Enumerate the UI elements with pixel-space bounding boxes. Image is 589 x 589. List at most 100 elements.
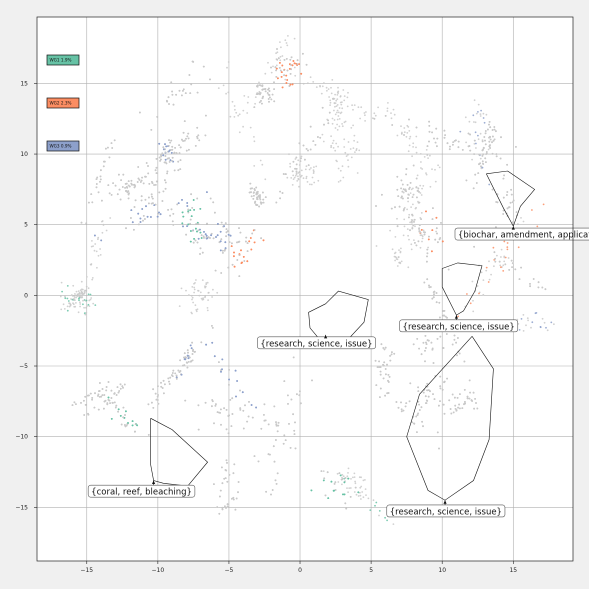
embedding-point	[398, 249, 400, 252]
embedding-point	[392, 523, 395, 525]
embedding-point	[340, 103, 343, 106]
embedding-point	[196, 135, 199, 138]
embedding-point	[124, 425, 127, 428]
embedding-point	[383, 361, 386, 364]
embedding-point	[406, 228, 409, 231]
embedding-point	[420, 161, 422, 163]
embedding-point	[148, 183, 151, 185]
embedding-point	[434, 141, 437, 144]
embedding-point	[401, 195, 403, 198]
embedding-point	[464, 116, 467, 119]
embedding-point	[408, 400, 411, 403]
embedding-point	[435, 216, 438, 219]
embedding-point	[536, 225, 539, 228]
embedding-point	[274, 479, 277, 482]
embedding-point	[144, 218, 146, 220]
embedding-point	[177, 369, 180, 372]
embedding-point	[485, 151, 488, 153]
embedding-point	[364, 120, 366, 122]
annotation-label: {research, science, issue}	[399, 315, 519, 332]
embedding-point	[133, 184, 135, 186]
embedding-point	[429, 185, 432, 188]
embedding-point	[493, 251, 496, 254]
point-cloud	[59, 35, 555, 525]
embedding-point	[216, 291, 219, 294]
embedding-point	[387, 392, 390, 394]
embedding-point	[372, 117, 374, 120]
embedding-point	[354, 486, 357, 489]
embedding-point	[231, 242, 233, 245]
embedding-point	[437, 241, 439, 244]
embedding-point	[193, 286, 196, 289]
embedding-point	[341, 473, 344, 476]
embedding-point	[117, 391, 120, 394]
embedding-point	[273, 81, 275, 84]
embedding-point	[108, 156, 111, 159]
embedding-point	[279, 62, 281, 64]
embedding-point	[313, 181, 316, 184]
embedding-point	[341, 123, 343, 125]
embedding-point	[429, 390, 431, 393]
embedding-point	[344, 477, 347, 479]
embedding-point	[295, 163, 298, 166]
embedding-point	[292, 160, 295, 163]
embedding-point	[277, 421, 280, 424]
embedding-point	[155, 158, 158, 160]
embedding-point	[200, 237, 203, 239]
embedding-point	[103, 160, 105, 163]
embedding-point	[512, 199, 515, 202]
embedding-point	[231, 413, 234, 415]
embedding-point	[457, 315, 460, 318]
embedding-point	[253, 455, 256, 457]
embedding-point	[179, 168, 182, 171]
embedding-point	[502, 213, 505, 215]
embedding-point	[452, 141, 455, 144]
embedding-point	[430, 341, 433, 344]
embedding-point	[531, 209, 533, 211]
cluster-hull	[150, 418, 209, 487]
embedding-point	[446, 316, 448, 319]
embedding-point	[279, 190, 281, 193]
embedding-point	[101, 220, 103, 223]
embedding-point	[286, 176, 289, 179]
embedding-point	[335, 105, 338, 107]
embedding-point	[225, 231, 228, 234]
embedding-point	[169, 159, 172, 162]
annotation-text: {coral, reef, bleaching}	[91, 488, 192, 498]
embedding-point	[449, 408, 452, 410]
embedding-point	[445, 333, 448, 335]
embedding-point	[420, 229, 423, 231]
embedding-point	[276, 58, 279, 61]
embedding-point	[219, 495, 221, 498]
annotation-text: {biochar, amendment, application}	[458, 231, 589, 241]
embedding-point	[500, 256, 502, 258]
embedding-point	[124, 424, 126, 426]
embedding-point	[343, 95, 346, 97]
annotation-label: {research, science, issue}	[257, 334, 376, 349]
embedding-point	[434, 180, 437, 183]
embedding-point	[133, 228, 135, 231]
embedding-point	[291, 184, 294, 186]
embedding-point	[220, 221, 223, 224]
embedding-point	[227, 432, 230, 435]
embedding-point	[254, 96, 257, 98]
embedding-point	[507, 257, 510, 259]
embedding-point	[238, 240, 241, 243]
embedding-point	[421, 237, 424, 240]
embedding-point	[495, 153, 498, 156]
embedding-point	[489, 126, 492, 129]
embedding-point	[375, 384, 378, 386]
embedding-point	[439, 335, 442, 338]
embedding-point	[453, 338, 456, 341]
embedding-point	[416, 196, 418, 199]
embedding-point	[342, 176, 345, 179]
embedding-point	[403, 206, 406, 209]
embedding-point	[197, 134, 200, 137]
embedding-point	[421, 187, 423, 190]
embedding-point	[102, 223, 105, 226]
embedding-point	[177, 202, 180, 205]
embedding-point	[242, 256, 245, 258]
embedding-point	[75, 302, 77, 304]
embedding-point	[94, 392, 96, 395]
embedding-point	[541, 286, 544, 289]
